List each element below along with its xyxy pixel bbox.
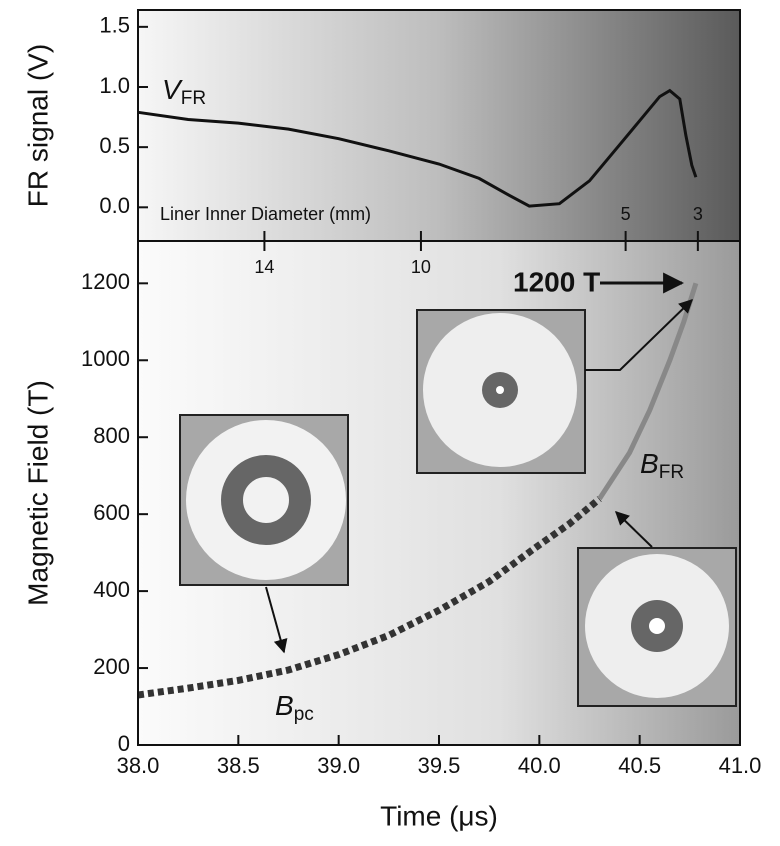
y-tick-label: 0: [118, 731, 130, 756]
x-tick-label: 41.0: [719, 753, 762, 778]
x-tick-label: 40.0: [518, 753, 561, 778]
x-axis-label: Time (μs): [380, 800, 498, 831]
inset-2: [416, 299, 694, 474]
y-axis-label: FR signal (V): [22, 44, 53, 207]
annotation-main: V: [162, 74, 183, 105]
y-tick-label: 800: [93, 423, 130, 448]
y-tick-label: 1.0: [99, 73, 130, 98]
x-tick-label: 40.5: [618, 753, 661, 778]
annotation: VFR: [162, 74, 206, 109]
x2-tick-label: 5: [621, 204, 631, 224]
annotation: BFR: [640, 448, 684, 483]
y-tick-label: 0.0: [99, 193, 130, 218]
inset-3: [577, 511, 737, 707]
x2-tick-label: 3: [693, 204, 703, 224]
y-tick-label: 200: [93, 654, 130, 679]
y-tick-label: 0.5: [99, 133, 130, 158]
annotation: 1200 T: [513, 266, 600, 297]
x-tick-label: 39.5: [418, 753, 461, 778]
y-tick-label: 1000: [81, 346, 130, 371]
annotation: Bpc: [275, 690, 314, 725]
annotation-main: B: [640, 448, 659, 479]
y-tick-label: 400: [93, 577, 130, 602]
annotation-sub: FR: [659, 462, 684, 483]
data-line: [597, 282, 699, 501]
x-tick-label: 38.0: [117, 753, 160, 778]
x2-axis-label: Liner Inner Diameter (mm): [160, 204, 371, 224]
y-tick-label: 1.5: [99, 13, 130, 38]
inset-1: [179, 414, 349, 654]
y-axis-label: Magnetic Field (T): [22, 380, 53, 606]
annotation-sub: FR: [181, 88, 206, 109]
y-tick-label: 600: [93, 500, 130, 525]
x2-tick-label: 14: [254, 257, 274, 277]
annotation-main: B: [275, 690, 294, 721]
plots: [137, 88, 699, 699]
data-line: [137, 88, 698, 208]
data-line: [137, 496, 602, 699]
y-tick-label: 1200: [81, 269, 130, 294]
annotation-sub: pc: [294, 704, 315, 725]
top-panel-bg: [138, 10, 740, 241]
x-tick-label: 39.0: [317, 753, 360, 778]
x2-tick-label: 10: [411, 257, 431, 277]
x-tick-label: 38.5: [217, 753, 260, 778]
